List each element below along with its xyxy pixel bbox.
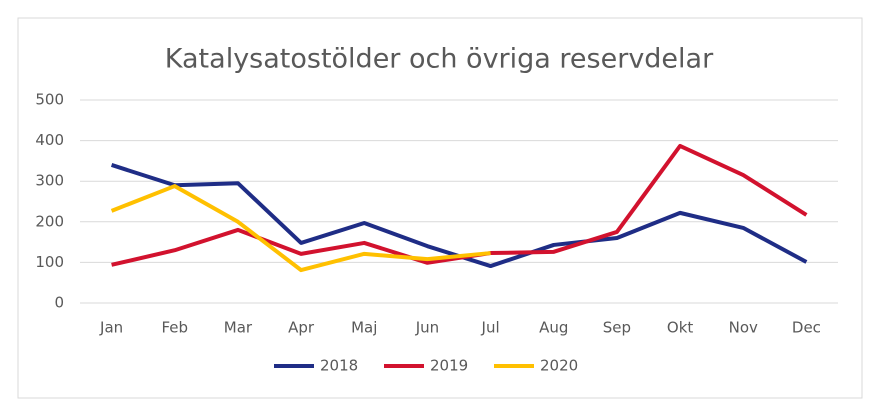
chart-frame bbox=[17, 17, 863, 399]
x-tick-label: Nov bbox=[729, 319, 758, 337]
y-tick-label: 400 bbox=[35, 131, 64, 149]
x-tick-label: Jul bbox=[481, 319, 500, 337]
x-tick-label: Okt bbox=[667, 319, 693, 337]
legend-label: 2019 bbox=[430, 357, 468, 375]
y-tick-label: 100 bbox=[35, 253, 64, 271]
chart-title: Katalysatostölder och övriga reservdelar bbox=[165, 44, 714, 75]
x-tick-label: Sep bbox=[603, 319, 631, 337]
x-tick-label: Jan bbox=[99, 319, 123, 337]
y-tick-label: 300 bbox=[35, 172, 64, 190]
series-line bbox=[110, 184, 491, 273]
legend-label: 2020 bbox=[540, 357, 578, 375]
x-tick-label: Maj bbox=[351, 319, 377, 337]
x-tick-label: Feb bbox=[161, 319, 188, 337]
x-tick-label: Jun bbox=[415, 319, 439, 337]
y-tick-label: 200 bbox=[35, 212, 64, 230]
x-tick-label: Apr bbox=[288, 319, 315, 337]
y-tick-label: 0 bbox=[54, 294, 64, 312]
y-tick-label: 500 bbox=[35, 91, 64, 109]
legend-label: 2018 bbox=[320, 357, 358, 375]
x-tick-label: Aug bbox=[539, 319, 568, 337]
x-tick-label: Mar bbox=[224, 319, 253, 337]
x-tick-label: Dec bbox=[792, 319, 821, 337]
